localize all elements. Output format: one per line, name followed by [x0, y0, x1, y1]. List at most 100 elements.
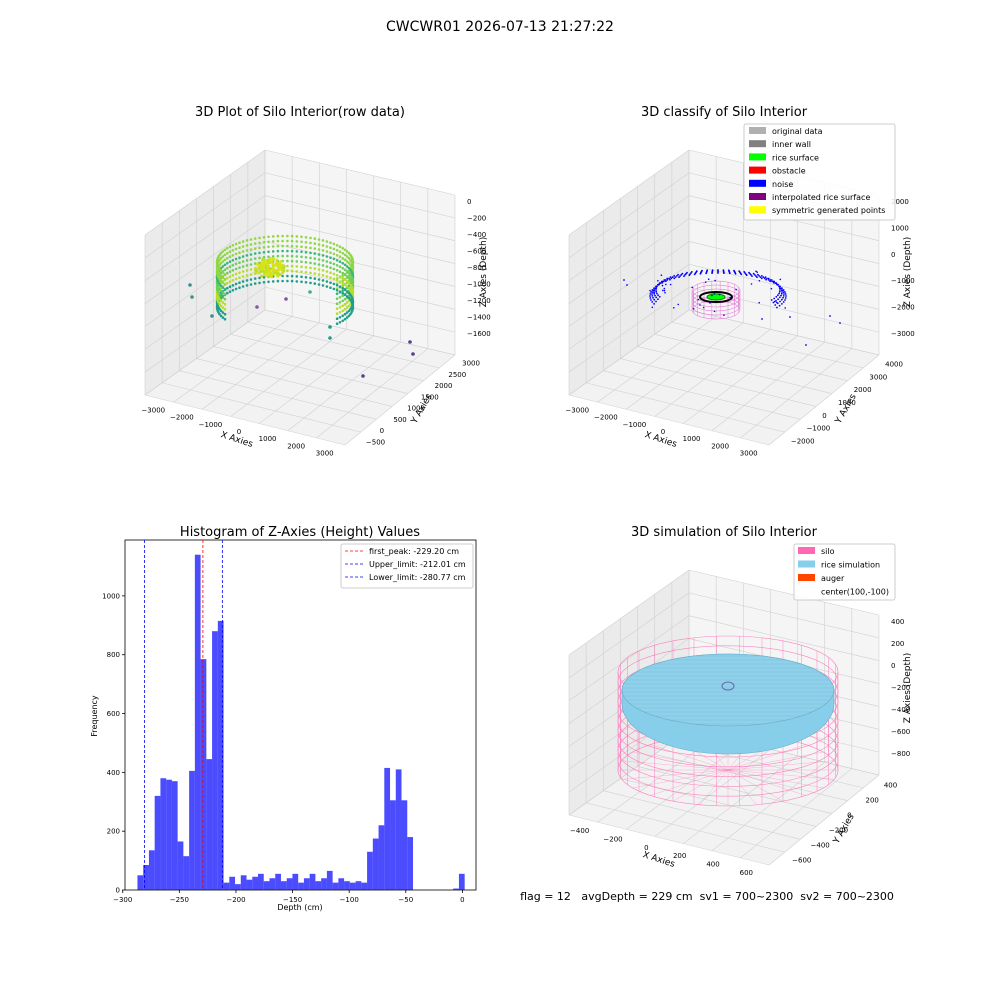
noise-point: [784, 307, 786, 309]
data-point: [226, 276, 229, 280]
grid-line: [768, 354, 880, 446]
data-point: [338, 316, 342, 319]
noise-point: [683, 275, 685, 277]
data-point: [226, 271, 229, 275]
data-point: [343, 273, 347, 277]
z-tick-label: 0: [891, 251, 895, 259]
noise-point: [684, 274, 686, 276]
data-point: [290, 244, 294, 248]
noise-point: [784, 291, 786, 293]
data-point: [241, 260, 245, 263]
noise-point: [784, 299, 786, 301]
data-point: [258, 261, 261, 265]
data-point: [347, 281, 351, 285]
data-point: [295, 250, 299, 253]
y-tick-label: 0: [822, 412, 826, 420]
data-point: [219, 299, 223, 303]
z-tick-label: −600: [467, 248, 486, 256]
grid-line: [173, 316, 293, 403]
histogram-bar: [453, 888, 459, 890]
data-point: [338, 270, 342, 274]
data-point: [263, 258, 267, 262]
grid-line: [179, 370, 377, 420]
data-point: [245, 239, 249, 242]
data-point: [223, 272, 227, 276]
data-point: [267, 235, 270, 239]
data-point: [321, 239, 325, 242]
noise-point: [779, 278, 782, 281]
panel-1-z-label: Z Axies (Depth): [479, 237, 489, 308]
noise-point: [655, 287, 658, 290]
x-tick-label: 200: [673, 852, 686, 860]
noise-point: [753, 273, 756, 276]
noise-point: [780, 298, 783, 301]
data-point: [325, 250, 329, 253]
noise-point: [657, 283, 659, 286]
rice-surface-points: [706, 293, 726, 301]
z-tick-label: 0: [891, 662, 895, 670]
grid-line: [144, 394, 346, 446]
grid-line: [568, 394, 770, 446]
data-point: [349, 258, 352, 262]
noise-point: [651, 295, 654, 297]
data-point: [345, 301, 349, 304]
data-point: [253, 282, 257, 285]
data-point: [221, 271, 225, 274]
data-point: [325, 240, 329, 243]
data-point: [223, 258, 227, 262]
data-point: [345, 280, 349, 283]
data-point: [332, 272, 336, 276]
data-point: [245, 274, 249, 277]
data-point: [245, 254, 249, 257]
x-tick-label: −50: [398, 896, 413, 904]
legend-swatch: [798, 574, 815, 581]
data-point: [309, 251, 312, 255]
data-point: [270, 272, 274, 276]
data-point: [345, 311, 349, 314]
x-tick-label: 600: [740, 869, 753, 877]
legend-label: inner wall: [772, 140, 811, 149]
noise-point: [751, 275, 753, 277]
noise-point: [704, 281, 707, 284]
z-tick-label: −400: [467, 231, 486, 239]
data-point: [255, 305, 259, 309]
histogram-bar: [275, 873, 281, 890]
noise-point: [657, 298, 659, 301]
data-point: [219, 251, 223, 255]
y-tick-label: 1000: [838, 399, 856, 407]
data-point: [210, 314, 214, 318]
histogram-bar: [361, 882, 368, 890]
data-point: [341, 271, 345, 275]
grid-line: [586, 802, 785, 853]
noise-point: [718, 293, 721, 296]
legend-label: noise: [772, 180, 793, 189]
data-point: [332, 277, 336, 281]
grid-line: [259, 335, 374, 424]
x-tick-label: −250: [170, 896, 189, 904]
data-point: [223, 317, 227, 321]
data-point: [241, 245, 245, 248]
y-tick-label: 500: [393, 416, 406, 424]
noise-point: [657, 294, 659, 297]
data-point: [276, 239, 280, 243]
data-point: [241, 270, 245, 273]
silo-floor-line: [699, 769, 729, 805]
noise-point: [770, 287, 773, 290]
grid-line: [287, 341, 401, 431]
data-point: [218, 297, 221, 301]
noise-point: [658, 282, 661, 285]
data-point: [228, 245, 232, 248]
data-point: [304, 241, 308, 244]
data-point: [309, 271, 312, 275]
data-point: [345, 255, 349, 258]
grid-line: [688, 615, 880, 662]
data-point: [275, 258, 279, 262]
data-point: [313, 242, 317, 245]
panel-1-title: 3D Plot of Silo Interior(row data): [195, 105, 405, 120]
data-point: [345, 316, 349, 319]
grid-line: [264, 172, 456, 219]
data-point: [313, 262, 317, 265]
data-point: [304, 251, 308, 254]
data-point: [408, 340, 412, 344]
legend-label: auger: [821, 574, 845, 583]
